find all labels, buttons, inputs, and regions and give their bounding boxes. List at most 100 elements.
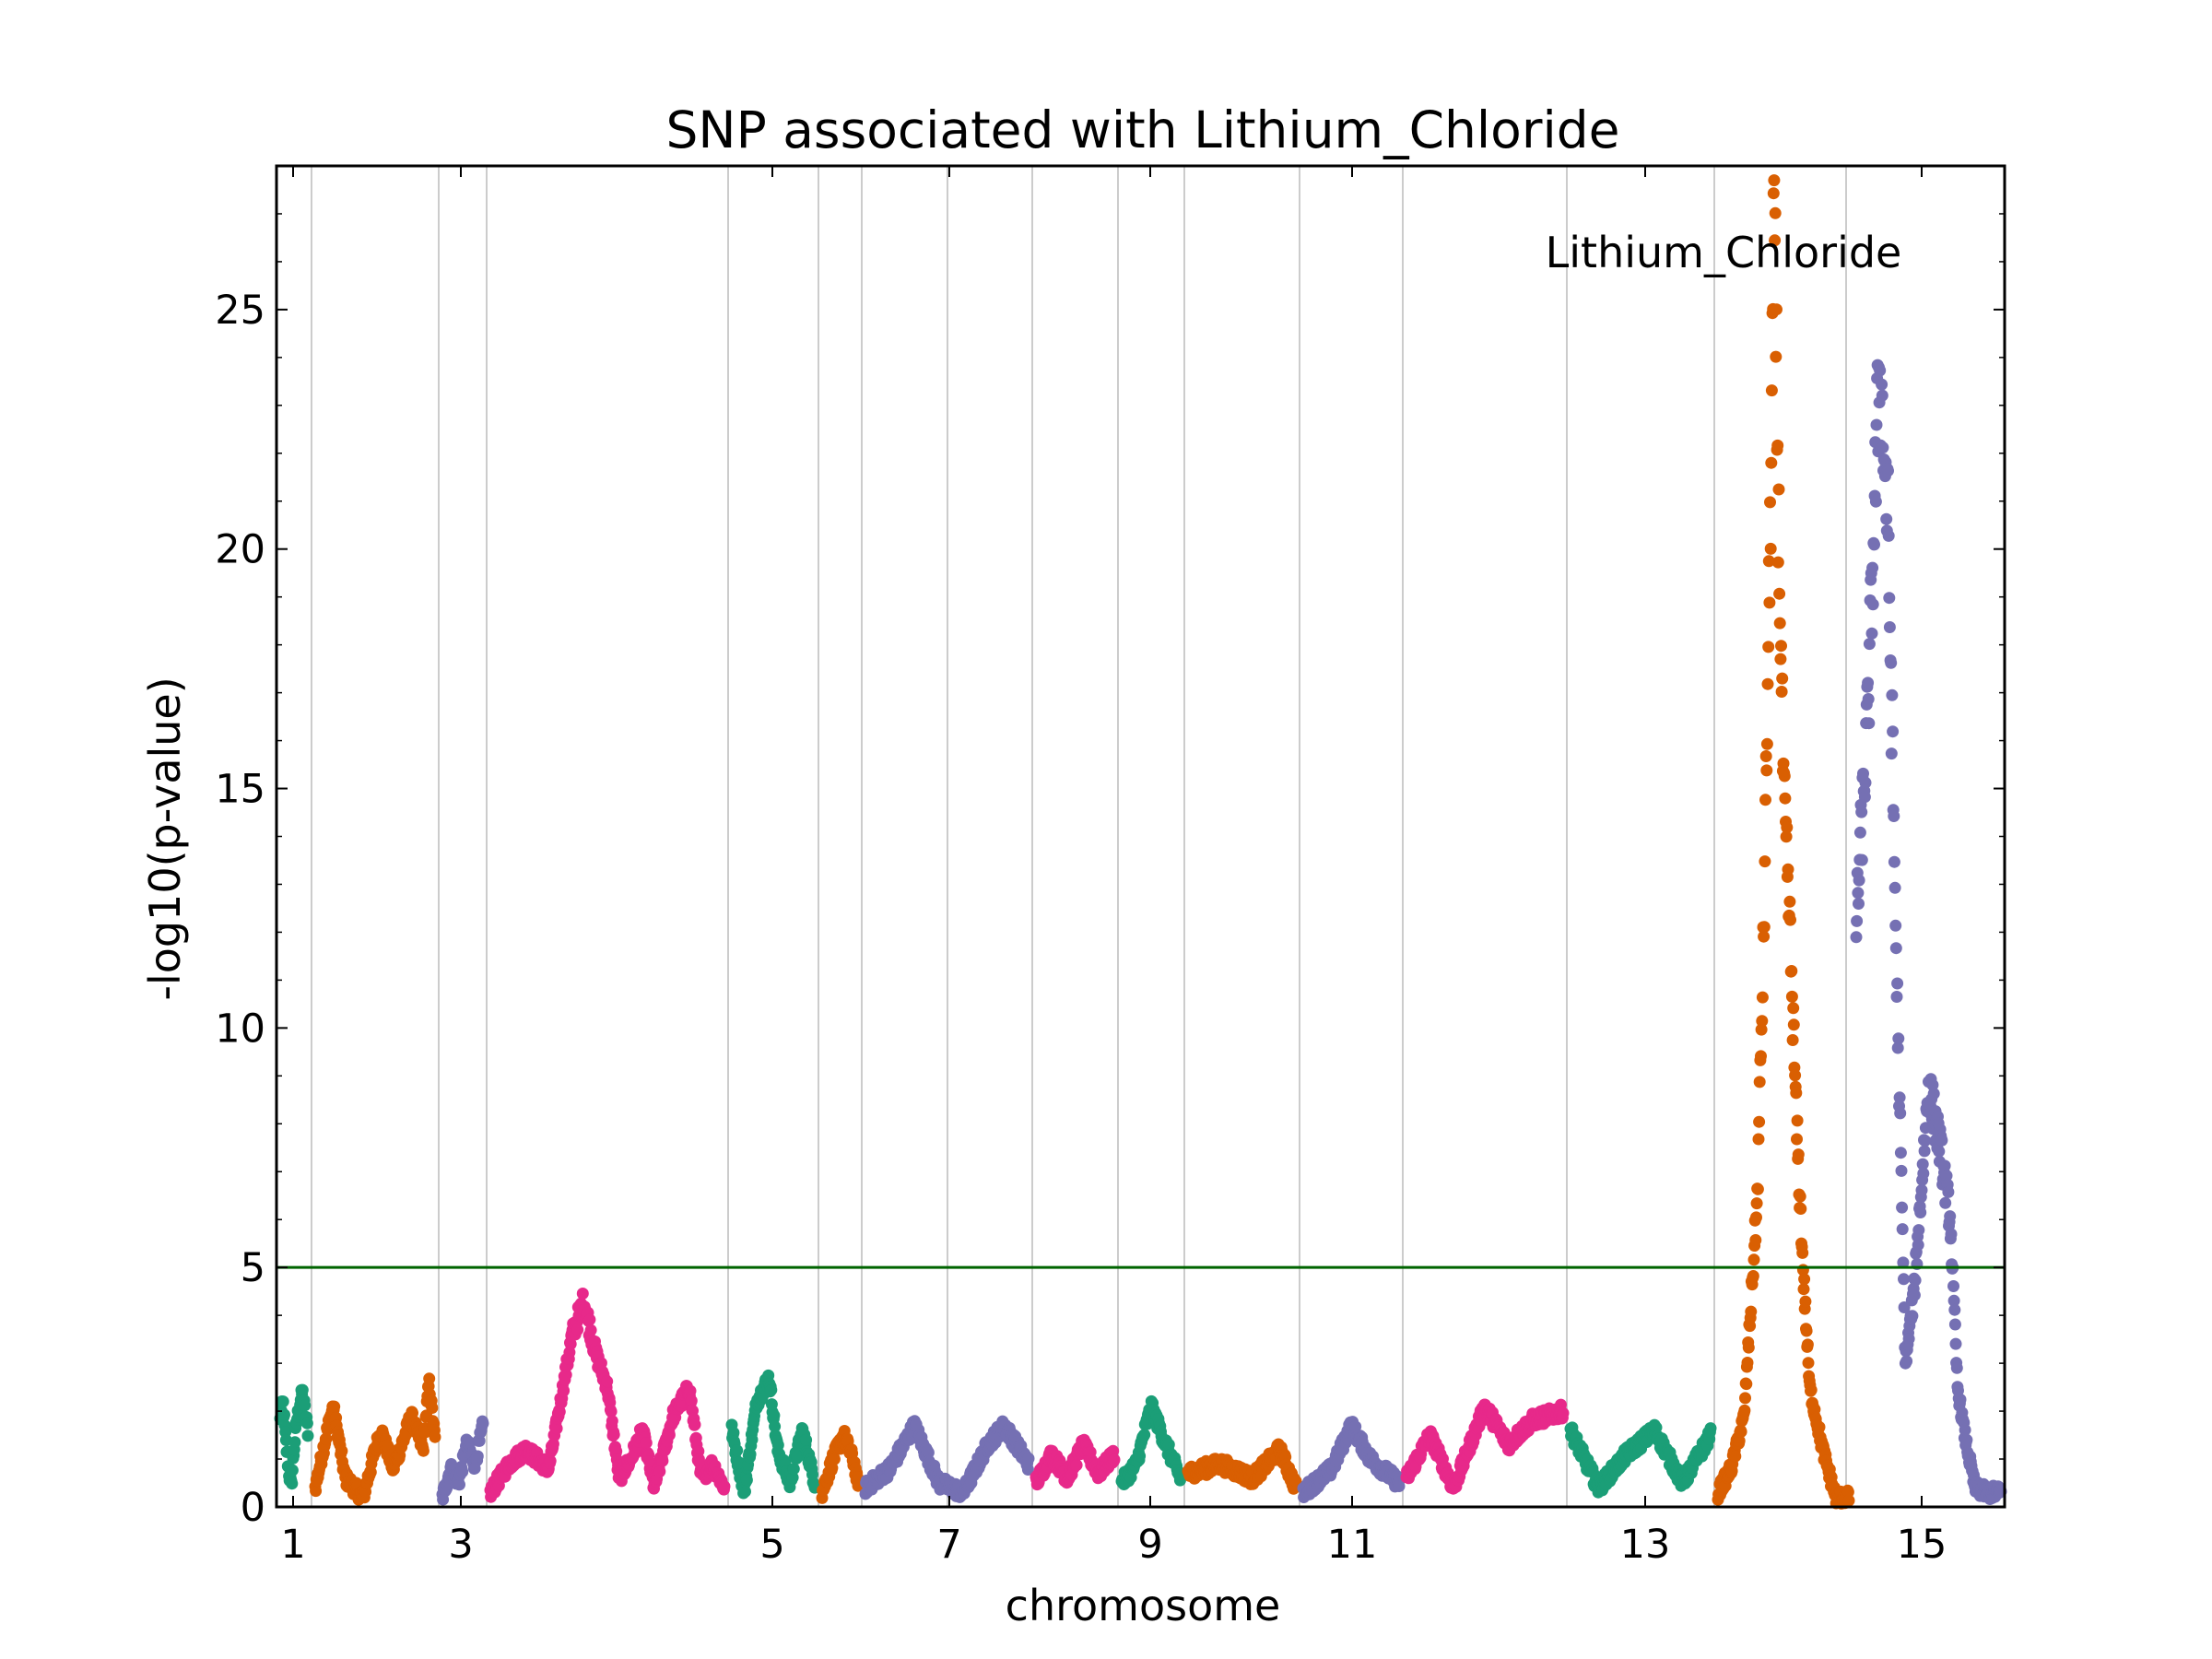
snp-point: [1729, 1450, 1742, 1463]
snp-point: [1813, 1420, 1826, 1433]
snp-point: [1926, 1078, 1939, 1091]
snp-point: [1752, 1133, 1765, 1146]
snp-point: [1753, 1076, 1766, 1088]
x-tick-label: 1: [280, 1522, 305, 1568]
snp-point: [564, 1337, 577, 1350]
snp-point: [559, 1369, 572, 1382]
snp-point: [1799, 1295, 1812, 1308]
snp-point: [605, 1406, 618, 1418]
snp-point: [1868, 538, 1880, 551]
snp-point: [1790, 1087, 1803, 1100]
snp-point: [1918, 1145, 1931, 1158]
snp-point: [1954, 1394, 1967, 1406]
snp-point: [477, 1417, 489, 1430]
snp-point: [1886, 688, 1899, 701]
snp-point: [1772, 483, 1785, 496]
snp-point: [1797, 1283, 1810, 1296]
snp-point: [1887, 725, 1900, 738]
snp-point: [1789, 1069, 1802, 1082]
snp-point: [731, 1444, 744, 1457]
y-tick-label: 5: [241, 1245, 265, 1291]
snp-point: [1869, 495, 1882, 508]
snp-point: [1885, 747, 1898, 760]
snp-point: [1927, 1088, 1940, 1100]
snp-point: [299, 1399, 312, 1412]
snp-point: [769, 1420, 782, 1433]
snp-point: [1753, 1115, 1766, 1128]
snp-point: [1771, 303, 1783, 316]
snp-point: [1759, 855, 1771, 868]
snp-point: [1557, 1406, 1570, 1419]
snp-point: [1796, 1246, 1809, 1259]
snp-point: [1949, 1337, 1962, 1350]
snp-point: [1912, 1239, 1924, 1252]
snp-point: [1794, 1203, 1807, 1215]
chart-title: SNP associated with Lithium_Chloride: [666, 100, 1620, 159]
snp-point: [663, 1429, 676, 1441]
snp-point: [1859, 776, 1872, 789]
snp-point: [1801, 1338, 1814, 1351]
snp-point: [1942, 1185, 1955, 1198]
snp-point: [1909, 1274, 1922, 1287]
snp-point: [1022, 1453, 1035, 1465]
snp-point: [771, 1439, 784, 1452]
chromosome-gridlines: [311, 166, 1847, 1507]
snp-point: [1774, 653, 1787, 665]
snp-point: [1108, 1453, 1121, 1466]
snp-point: [423, 1372, 436, 1385]
snp-point: [320, 1432, 333, 1445]
snp-point: [558, 1384, 571, 1397]
snp-point: [1783, 895, 1796, 908]
snp-point: [1704, 1422, 1717, 1435]
snp-point: [740, 1474, 753, 1487]
snp-point: [1898, 1273, 1910, 1286]
snp-point: [276, 1395, 289, 1408]
snp-point: [1792, 1148, 1805, 1161]
snp-point: [1852, 887, 1865, 900]
snp-point: [301, 1430, 314, 1442]
snp-point: [1750, 1211, 1762, 1224]
snp-point: [288, 1436, 301, 1449]
snp-point: [1938, 1159, 1951, 1172]
snp-point: [1897, 1256, 1910, 1269]
snp-point: [1800, 1324, 1813, 1337]
snp-point: [1950, 1361, 1963, 1374]
snp-point: [1936, 1134, 1948, 1147]
snp-point: [1842, 1494, 1855, 1507]
snp-point: [584, 1324, 597, 1336]
snp-point: [1767, 187, 1780, 200]
snp-point: [456, 1465, 469, 1478]
snp-point: [1758, 930, 1771, 943]
snp-point: [1770, 350, 1783, 363]
snp-point: [1888, 810, 1900, 822]
snp-point: [1759, 750, 1772, 762]
snp-point: [1763, 596, 1776, 609]
snp-point: [851, 1471, 864, 1484]
snp-point: [1876, 389, 1888, 402]
snp-point: [1906, 1310, 1919, 1323]
plot-area-background: [276, 166, 2005, 1507]
snp-point: [571, 1324, 584, 1336]
snp-point: [1750, 1197, 1763, 1210]
snp-point: [1393, 1480, 1406, 1492]
snp-point: [1866, 561, 1879, 574]
y-axis-label: -log10(p-value): [140, 677, 190, 1000]
snp-point: [1855, 853, 1868, 866]
snp-point: [1162, 1438, 1175, 1451]
snp-point: [1805, 1383, 1818, 1396]
snp-point: [1891, 977, 1904, 990]
y-tick-label: 10: [215, 1006, 265, 1052]
snp-point: [286, 1477, 299, 1490]
snp-point: [1853, 874, 1865, 887]
snp-point: [1917, 1167, 1930, 1180]
snp-point: [1802, 1357, 1815, 1370]
y-tick-label: 15: [215, 767, 265, 813]
snp-point: [1876, 378, 1888, 391]
snp-point: [768, 1409, 781, 1422]
snp-point: [1758, 921, 1771, 934]
snp-point: [1948, 1318, 1961, 1331]
snp-point: [1769, 206, 1782, 219]
snp-point: [1892, 1032, 1905, 1045]
snp-point: [300, 1417, 313, 1430]
snp-point: [576, 1288, 589, 1300]
